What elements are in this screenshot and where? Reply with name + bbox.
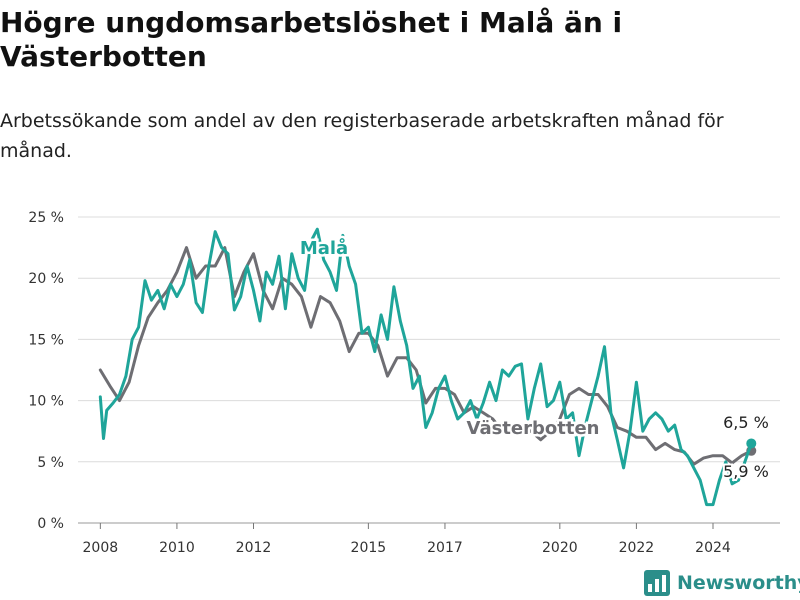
x-tick-label: 2012 xyxy=(236,540,272,556)
series-line-v-sterbotten xyxy=(98,246,753,466)
y-tick-label: 20 % xyxy=(28,271,64,287)
y-tick-label: 10 % xyxy=(28,394,64,410)
series-end-point xyxy=(746,438,757,449)
series-name-label: Malå xyxy=(300,237,348,259)
bar-chart-logo-icon xyxy=(644,570,670,596)
x-axis: 2008 2010 2012 2015 2017 2020 2022 2024 xyxy=(83,523,731,556)
chart-title: Högre ungdomsarbetslöshet i Malå än i Vä… xyxy=(0,6,623,73)
x-tick-label: 2020 xyxy=(542,540,578,556)
y-tick-label: 0 % xyxy=(37,516,64,532)
y-axis-labels: 0 % 5 % 10 % 15 % 20 % 25 % xyxy=(28,210,64,532)
y-tick-label: 25 % xyxy=(28,210,64,226)
x-tick-label: 2024 xyxy=(695,540,731,556)
grid-lines xyxy=(78,216,780,524)
x-tick-label: 2015 xyxy=(351,540,387,556)
series-labels: Västerbotten Malå 6,5 % 5,9 % xyxy=(297,235,771,484)
newsworthy-logo: Newsworthy xyxy=(644,568,800,598)
x-tick-label: 2010 xyxy=(159,540,195,556)
series-lines xyxy=(98,227,757,507)
series-name-label: Västerbotten xyxy=(467,418,600,439)
x-tick-label: 2017 xyxy=(427,540,463,556)
logo-text: Newsworthy xyxy=(677,572,800,594)
chart-subtitle: Arbetssökande som andel av den registerb… xyxy=(0,110,724,162)
x-tick-label: 2022 xyxy=(619,540,655,556)
series-line-mal- xyxy=(98,227,753,507)
series-end-value-label: 6,5 % xyxy=(723,413,769,432)
y-tick-label: 15 % xyxy=(28,332,64,348)
y-tick-label: 5 % xyxy=(37,455,64,471)
series-end-value-label: 5,9 % xyxy=(723,462,769,481)
x-tick-label: 2008 xyxy=(83,540,119,556)
